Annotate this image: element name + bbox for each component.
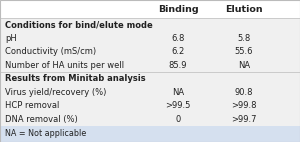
Text: Elution: Elution	[225, 5, 263, 13]
Text: NA = Not applicable: NA = Not applicable	[5, 130, 86, 138]
Text: Conductivity (mS/cm): Conductivity (mS/cm)	[5, 47, 96, 56]
Text: Virus yield/recovery (%): Virus yield/recovery (%)	[5, 88, 106, 97]
FancyBboxPatch shape	[0, 72, 300, 85]
FancyBboxPatch shape	[0, 45, 300, 59]
Text: Conditions for bind/elute mode: Conditions for bind/elute mode	[5, 20, 153, 29]
Text: 85.9: 85.9	[169, 61, 187, 70]
FancyBboxPatch shape	[0, 0, 300, 18]
FancyBboxPatch shape	[0, 18, 300, 32]
Text: Number of HA units per well: Number of HA units per well	[5, 61, 124, 70]
Text: 55.6: 55.6	[235, 47, 253, 56]
Text: Results from Minitab analysis: Results from Minitab analysis	[5, 74, 145, 83]
FancyBboxPatch shape	[0, 85, 300, 99]
FancyBboxPatch shape	[0, 112, 300, 126]
Text: 0: 0	[176, 115, 181, 124]
Text: DNA removal (%): DNA removal (%)	[5, 115, 78, 124]
Text: 5.8: 5.8	[237, 34, 250, 43]
Text: NA: NA	[238, 61, 250, 70]
Text: Binding: Binding	[158, 5, 198, 13]
Text: NA: NA	[172, 88, 184, 97]
Text: >99.5: >99.5	[165, 101, 191, 110]
Text: pH: pH	[5, 34, 17, 43]
Text: HCP removal: HCP removal	[5, 101, 59, 110]
FancyBboxPatch shape	[0, 126, 300, 142]
FancyBboxPatch shape	[0, 59, 300, 72]
Text: >99.8: >99.8	[231, 101, 257, 110]
Text: 6.8: 6.8	[171, 34, 185, 43]
FancyBboxPatch shape	[0, 99, 300, 112]
Text: >99.7: >99.7	[231, 115, 257, 124]
FancyBboxPatch shape	[0, 32, 300, 45]
Text: 90.8: 90.8	[235, 88, 253, 97]
Text: 6.2: 6.2	[171, 47, 184, 56]
